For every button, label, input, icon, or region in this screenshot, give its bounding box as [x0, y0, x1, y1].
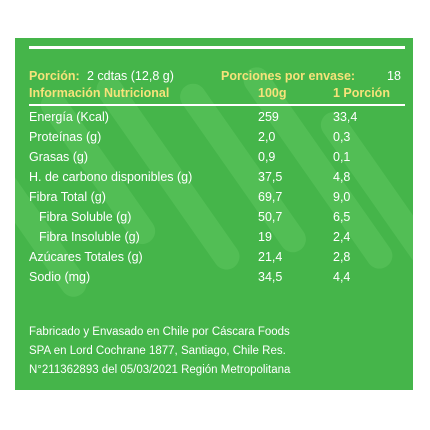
footer-line: N°211362893 del 05/03/2021 Región Metrop…: [29, 364, 291, 376]
portion-line: Porción: 2 cdtas (12,8 g) Porciones por …: [29, 66, 405, 86]
table-row: H. de carbono disponibles (g) 37,5 4,8: [29, 170, 351, 184]
table-row: Fibra Insoluble (g) 19 2,4: [39, 230, 351, 244]
footer-line: SPA en Lord Cochrane 1877, Santiago, Chi…: [29, 345, 286, 357]
column-header-100g: 100g: [258, 86, 287, 100]
portion-value: 2 cdtas (12,8 g): [87, 69, 174, 83]
table-title: Información Nutricional: [29, 86, 170, 100]
header-divider: [29, 104, 405, 106]
table-row: Fibra Total (g) 69,7 9,0: [29, 190, 351, 204]
column-header-portion: 1 Porción: [333, 86, 390, 100]
portion-label: Porción:: [29, 69, 80, 83]
table-row: Grasas (g) 0,9 0,1: [29, 150, 351, 164]
top-divider: [29, 46, 405, 49]
table-row: Proteínas (g) 2,0 0,3: [29, 130, 351, 144]
table-row: Sodio (mg) 34,5 4,4: [29, 270, 351, 284]
manufacturer-info: Fabricado y Envasado en Chile por Cáscar…: [29, 323, 405, 380]
table-row: Energía (Kcal) 259 33,4: [29, 110, 358, 124]
background-pattern: [15, 67, 413, 297]
table-row: Fibra Soluble (g) 50,7 6,5: [39, 210, 351, 224]
portions-per-pack-label: Porciones por envase:: [221, 69, 356, 83]
table-row: Azúcares Totales (g) 21,4 2,8: [29, 250, 351, 264]
footer-line: Fabricado y Envasado en Chile por Cáscar…: [29, 326, 290, 338]
nutrition-label-panel: Porción: 2 cdtas (12,8 g) Porciones por …: [15, 38, 413, 390]
table-header: Información Nutricional 100g 1 Porción: [29, 83, 405, 103]
portions-per-pack-value: 18: [387, 69, 401, 83]
